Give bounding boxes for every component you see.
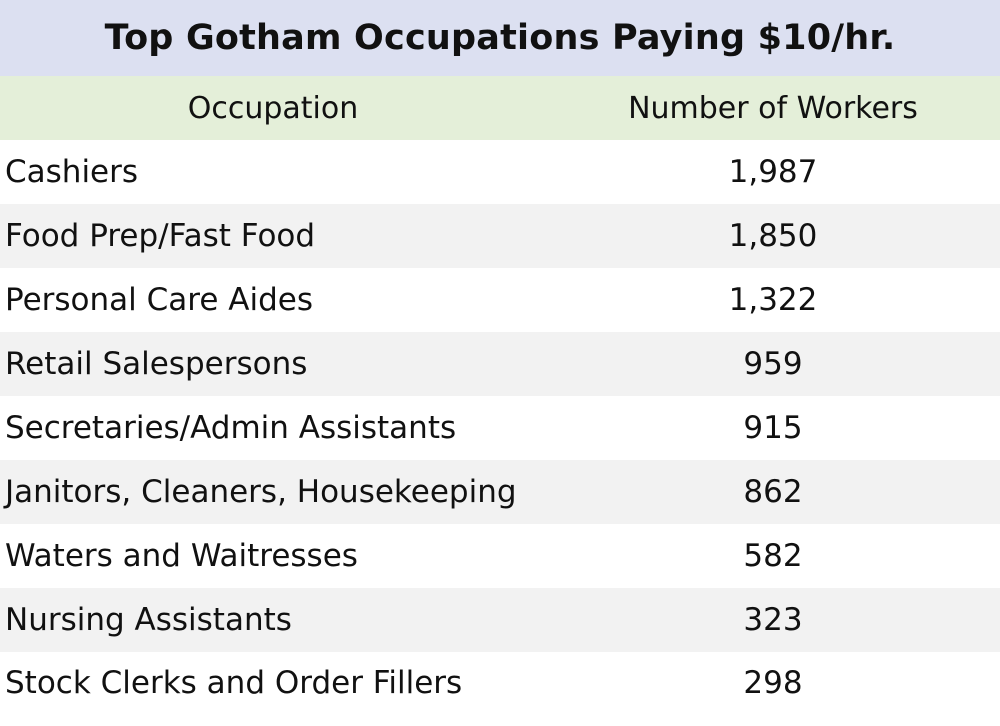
- table-header-row: Occupation Number of Workers: [0, 76, 1000, 140]
- column-header-number-of-workers: Number of Workers: [628, 90, 918, 126]
- occupation-cell: Nursing Assistants: [5, 602, 292, 638]
- table-body: Cashiers 1,987 Food Prep/Fast Food 1,850…: [0, 140, 1000, 726]
- table-row: Secretaries/Admin Assistants 915: [0, 396, 1000, 460]
- table-row: Food Prep/Fast Food 1,850: [0, 204, 1000, 268]
- table-title: Top Gotham Occupations Paying $10/hr.: [0, 0, 1000, 76]
- workers-cell: 582: [743, 538, 803, 574]
- table-row: Janitors, Cleaners, Housekeeping 862: [0, 460, 1000, 524]
- table-row: Nursing Assistants 323: [0, 588, 1000, 652]
- table-row: Personal Care Aides 1,322: [0, 268, 1000, 332]
- workers-cell: 862: [743, 474, 803, 510]
- table-row: Cashiers 1,987: [0, 140, 1000, 204]
- table-row: Waters and Waitresses 582: [0, 524, 1000, 588]
- occupation-cell: Retail Salespersons: [5, 346, 308, 382]
- column-header-occupation: Occupation: [187, 90, 359, 126]
- occupation-cell: Personal Care Aides: [5, 282, 313, 318]
- table-row: Stock Clerks and Order Fillers 298: [0, 652, 1000, 714]
- workers-cell: 323: [743, 602, 803, 638]
- workers-cell: 915: [743, 410, 803, 446]
- workers-cell: 1,850: [728, 218, 818, 254]
- occupation-cell: Janitors, Cleaners, Housekeeping: [5, 474, 517, 510]
- workers-cell: 1,987: [728, 154, 818, 190]
- table-row: Retail Salespersons 959: [0, 332, 1000, 396]
- occupation-cell: Secretaries/Admin Assistants: [5, 410, 457, 446]
- workers-cell: 959: [743, 346, 803, 382]
- occupation-cell: Cashiers: [5, 154, 139, 190]
- occupation-cell: Food Prep/Fast Food: [5, 218, 316, 254]
- occupation-cell: Stock Clerks and Order Fillers: [5, 665, 463, 701]
- occupation-cell: Waters and Waitresses: [5, 538, 358, 574]
- workers-cell: 298: [743, 665, 803, 701]
- workers-cell: 1,322: [728, 282, 818, 318]
